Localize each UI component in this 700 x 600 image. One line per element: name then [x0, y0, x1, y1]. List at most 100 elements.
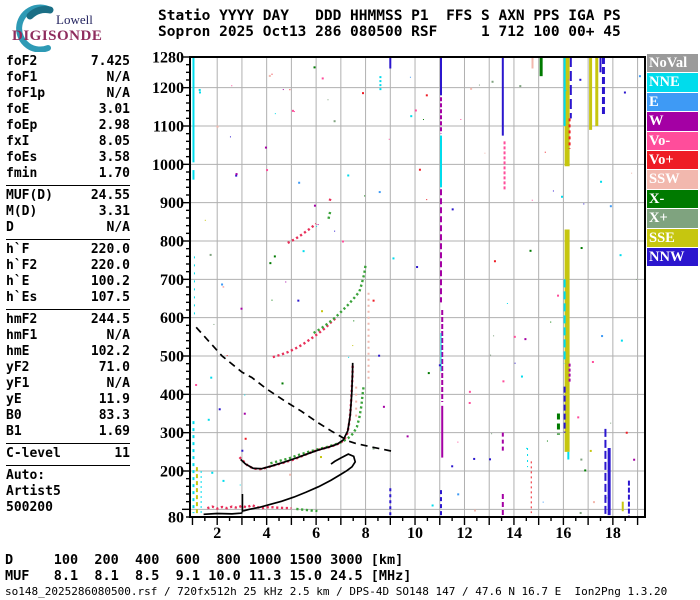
- param-row-hmf2: hmF2 244.5: [6, 312, 130, 328]
- autoscaler-info: Artist5: [6, 484, 61, 499]
- noise-pixel: [240, 307, 243, 310]
- param-separator: [6, 309, 130, 310]
- noise-pixel: [422, 119, 424, 121]
- param-value: 71.0: [98, 360, 130, 375]
- y-axis-label: 800: [160, 234, 184, 251]
- param-row-fmin: fmin 1.70: [6, 166, 130, 182]
- param-row-d: D N/A: [6, 220, 130, 236]
- noise-pixel: [268, 74, 271, 77]
- noise-pixel: [520, 375, 523, 378]
- noise-pixel: [302, 250, 305, 253]
- noise-pixel: [204, 219, 206, 221]
- noise-pixel: [491, 433, 493, 435]
- noise-pixel: [542, 501, 544, 503]
- param-value: 83.3: [98, 408, 130, 423]
- legend-item-noval: NoVal: [647, 54, 698, 73]
- noise-pixel: [264, 146, 267, 149]
- noise-pixel: [222, 286, 224, 288]
- noise-pixel: [544, 151, 546, 153]
- param-label: h`E: [6, 274, 30, 289]
- param-label: fxI: [6, 134, 30, 149]
- noise-pixel: [235, 174, 238, 177]
- noise-pixel: [211, 471, 214, 474]
- noise-pixel: [524, 338, 527, 341]
- x-axis-label: 10: [407, 525, 423, 542]
- param-row-fof1p: foF1p N/A: [6, 86, 130, 102]
- noise-pixel: [388, 138, 390, 140]
- param-row-hf: h`F 220.0: [6, 242, 130, 258]
- noise-pixel: [416, 266, 419, 269]
- noise-pixel: [589, 449, 592, 452]
- noise-pixel: [223, 286, 225, 288]
- x-axis-label: 6: [312, 525, 320, 542]
- trace-es-o-echo: [206, 503, 292, 510]
- param-label: MUF(D): [6, 188, 53, 203]
- noise-pixel: [209, 253, 212, 256]
- noise-pixel: [341, 240, 344, 243]
- noise-pixel: [550, 321, 552, 323]
- noise-pixel: [493, 335, 495, 337]
- param-value: N/A: [106, 70, 130, 85]
- y-axis-label: 1200: [152, 80, 184, 97]
- noise-pixel: [584, 469, 587, 472]
- noise-pixel: [620, 339, 623, 342]
- noise-pixel: [221, 283, 224, 286]
- y-axis-label: 900: [160, 195, 184, 212]
- noise-pixel: [274, 113, 276, 115]
- noise-pixel: [222, 479, 225, 482]
- param-label: foF2: [6, 54, 38, 69]
- muf-row: MUF 8.1 8.1 8.5 9.1 10.0 11.3 15.0 24.5 …: [5, 567, 412, 584]
- noise-pixel: [438, 364, 441, 367]
- noise-pixel: [269, 262, 272, 265]
- noise-pixel: [451, 465, 454, 468]
- noise-pixel: [592, 501, 595, 504]
- noise-pixel: [425, 94, 428, 97]
- noise-pixel: [229, 136, 231, 138]
- noise-pixel: [473, 509, 476, 512]
- param-value: 1.69: [98, 424, 130, 439]
- parameter-panel: foF2 7.425 foF1 N/A foF1p N/A foE 3.01 foEp 2.98 f…: [6, 54, 130, 516]
- param-separator: [6, 443, 130, 444]
- param-value: 100.2: [90, 274, 130, 289]
- param-row-hes: h`Es 107.5: [6, 290, 130, 306]
- noise-pixel: [568, 79, 570, 81]
- param-value: 220.0: [90, 242, 130, 257]
- header-field-values: Sopron 2025 Oct13 286 080500 RSF 1 712 1…: [158, 23, 621, 40]
- muf-distance-table: D 100 200 400 600 800 1000 1500 3000 [km…: [5, 552, 412, 584]
- noise-pixel: [502, 380, 505, 383]
- noise-pixel: [409, 76, 411, 78]
- noise-pixel: [473, 457, 476, 460]
- y-axis-label: 200: [160, 464, 184, 481]
- y-axis-label: 600: [160, 310, 184, 327]
- noise-pixel: [319, 456, 322, 459]
- noise-pixel: [600, 180, 603, 183]
- noise-pixel: [457, 441, 459, 443]
- param-value: 8.05: [98, 134, 130, 149]
- noise-pixel: [347, 174, 350, 177]
- param-value: N/A: [106, 328, 130, 343]
- param-value: 3.58: [98, 150, 130, 165]
- noise-pixel: [406, 435, 409, 438]
- noise-pixel: [410, 115, 413, 118]
- param-row-hmf1: hmF1 N/A: [6, 328, 130, 344]
- status-line: so148_2025286080500.rsf / 720fx512h 25 k…: [5, 585, 668, 598]
- noise-pixel: [489, 458, 492, 461]
- noise-pixel: [610, 422, 612, 424]
- noise-pixel: [271, 299, 273, 301]
- noise-pixel: [514, 362, 516, 364]
- header-field-names: Statio YYYY DAY DDD HHMMSS P1 FFS S AXN …: [158, 8, 621, 24]
- noise-pixel: [414, 109, 417, 112]
- noise-pixel: [289, 473, 292, 476]
- noise-pixel: [633, 458, 636, 461]
- param-label: yE: [6, 392, 22, 407]
- param-row-b0: B0 83.3: [6, 408, 130, 424]
- y-axis-label: 1280: [152, 50, 184, 67]
- legend-item-vo: Vo+: [647, 150, 698, 170]
- param-value: 102.2: [90, 344, 130, 359]
- param-value: N/A: [106, 376, 130, 391]
- noise-pixel: [623, 91, 626, 94]
- noise-pixel: [321, 310, 324, 313]
- noise-pixel: [561, 195, 564, 198]
- param-label: foEp: [6, 118, 38, 133]
